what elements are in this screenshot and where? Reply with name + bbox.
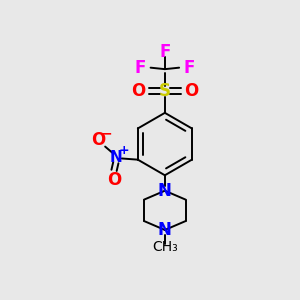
- Text: O: O: [107, 171, 121, 189]
- Text: N: N: [110, 150, 123, 165]
- Text: N: N: [158, 182, 172, 200]
- Text: S: S: [159, 82, 171, 100]
- Text: F: F: [184, 59, 195, 77]
- Text: F: F: [159, 43, 170, 61]
- Text: O: O: [92, 131, 106, 149]
- Text: O: O: [184, 82, 199, 100]
- Text: CH₃: CH₃: [152, 240, 178, 254]
- Text: +: +: [118, 144, 129, 157]
- Text: N: N: [158, 221, 172, 239]
- Text: −: −: [101, 127, 112, 140]
- Text: F: F: [134, 59, 146, 77]
- Text: O: O: [131, 82, 145, 100]
